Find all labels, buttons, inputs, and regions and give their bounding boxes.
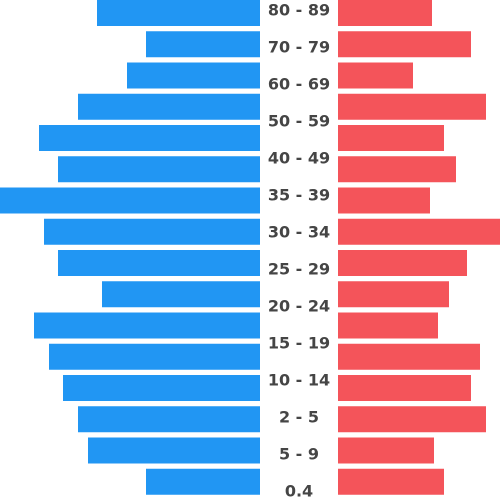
- bar: [338, 0, 432, 26]
- age-label: 0.4: [285, 482, 313, 500]
- bar: [338, 343, 480, 370]
- bar: [63, 375, 260, 401]
- bar: [39, 125, 260, 151]
- bar: [338, 187, 430, 214]
- bar: [78, 93, 260, 120]
- bar: [58, 250, 260, 276]
- bar: [78, 406, 260, 433]
- age-label: 60 - 69: [268, 75, 330, 94]
- age-label: 25 - 29: [268, 260, 330, 279]
- age-label: 35 - 39: [268, 186, 330, 205]
- bar: [338, 281, 449, 308]
- bar: [338, 250, 467, 276]
- bar: [49, 343, 260, 370]
- bar: [44, 218, 260, 245]
- bar: [127, 62, 260, 89]
- age-label: 10 - 14: [268, 371, 330, 390]
- age-label: 40 - 49: [268, 149, 330, 168]
- bar: [338, 468, 444, 495]
- bar: [338, 93, 486, 120]
- age-label: 30 - 34: [268, 223, 330, 242]
- bar: [338, 375, 471, 401]
- age-label: 20 - 24: [268, 297, 330, 316]
- age-label: 5 - 9: [279, 445, 319, 464]
- bar: [146, 31, 260, 58]
- bar: [34, 312, 260, 339]
- bar: [338, 312, 438, 339]
- age-label: 15 - 19: [268, 334, 330, 353]
- bar: [0, 187, 260, 214]
- age-label: 2 - 5: [279, 408, 319, 427]
- bar: [146, 468, 260, 495]
- bar: [88, 437, 260, 464]
- bar: [102, 281, 260, 308]
- age-label: 50 - 59: [268, 112, 330, 131]
- bar: [338, 62, 413, 89]
- age-label: 80 - 89: [268, 1, 330, 20]
- bar: [338, 437, 434, 464]
- bar: [338, 31, 471, 58]
- bar: [338, 156, 456, 183]
- bar: [58, 156, 260, 183]
- age-label: 70 - 79: [268, 38, 330, 57]
- bar: [338, 125, 444, 151]
- bar: [97, 0, 260, 26]
- bar: [338, 218, 500, 245]
- bar: [338, 406, 486, 433]
